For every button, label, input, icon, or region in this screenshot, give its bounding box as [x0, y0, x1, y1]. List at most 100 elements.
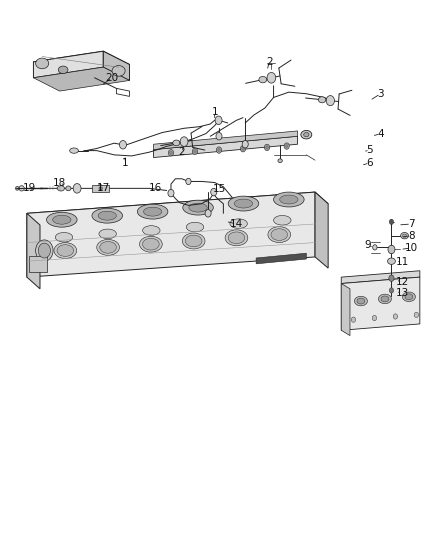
Circle shape	[168, 189, 174, 197]
Text: 8: 8	[408, 231, 414, 241]
Ellipse shape	[185, 235, 202, 247]
Polygon shape	[117, 88, 130, 96]
Circle shape	[242, 141, 248, 148]
Circle shape	[170, 151, 172, 155]
Polygon shape	[256, 253, 306, 264]
Circle shape	[372, 316, 377, 321]
Ellipse shape	[35, 58, 49, 69]
Text: 2: 2	[266, 57, 272, 67]
Ellipse shape	[55, 232, 73, 242]
Text: 17: 17	[97, 183, 110, 193]
Ellipse shape	[304, 133, 309, 137]
FancyBboxPatch shape	[92, 184, 109, 192]
Circle shape	[389, 275, 394, 281]
Ellipse shape	[66, 186, 71, 191]
Text: 19: 19	[22, 183, 36, 193]
Ellipse shape	[357, 298, 365, 304]
Ellipse shape	[271, 229, 288, 240]
Text: 10: 10	[405, 243, 418, 253]
Ellipse shape	[99, 187, 102, 190]
Polygon shape	[341, 284, 350, 336]
Ellipse shape	[225, 230, 248, 246]
Circle shape	[388, 245, 395, 254]
Ellipse shape	[143, 225, 160, 235]
Circle shape	[242, 147, 244, 150]
Ellipse shape	[58, 66, 68, 74]
Circle shape	[180, 137, 188, 147]
Text: 3: 3	[377, 88, 384, 99]
Circle shape	[393, 314, 398, 319]
Circle shape	[218, 149, 220, 152]
Polygon shape	[153, 131, 297, 150]
Ellipse shape	[112, 66, 125, 76]
Text: 7: 7	[408, 219, 414, 229]
Ellipse shape	[46, 212, 77, 227]
Text: 12: 12	[396, 278, 409, 287]
Circle shape	[265, 144, 270, 151]
Polygon shape	[27, 192, 328, 225]
Circle shape	[286, 144, 288, 148]
Ellipse shape	[401, 232, 409, 239]
Ellipse shape	[19, 185, 24, 191]
Ellipse shape	[228, 232, 245, 244]
Text: 20: 20	[106, 73, 119, 83]
Text: 9: 9	[364, 240, 371, 250]
Circle shape	[211, 188, 217, 196]
Text: 5: 5	[366, 144, 373, 155]
Ellipse shape	[140, 236, 162, 252]
Circle shape	[120, 141, 127, 149]
Ellipse shape	[268, 227, 290, 243]
Text: 11: 11	[396, 257, 409, 267]
Ellipse shape	[403, 292, 416, 302]
Ellipse shape	[354, 296, 367, 306]
Circle shape	[266, 146, 268, 149]
Ellipse shape	[373, 245, 377, 250]
Polygon shape	[315, 192, 328, 268]
Ellipse shape	[15, 187, 19, 190]
Text: 4: 4	[377, 128, 384, 139]
Ellipse shape	[38, 243, 50, 258]
Circle shape	[389, 288, 394, 293]
Circle shape	[215, 116, 222, 125]
Polygon shape	[153, 136, 297, 158]
Ellipse shape	[228, 196, 259, 211]
Ellipse shape	[53, 215, 71, 224]
Circle shape	[216, 133, 222, 140]
Ellipse shape	[144, 207, 162, 216]
Polygon shape	[103, 51, 130, 80]
Ellipse shape	[35, 240, 53, 261]
Ellipse shape	[70, 148, 78, 154]
Ellipse shape	[274, 215, 291, 225]
Ellipse shape	[186, 222, 204, 232]
Ellipse shape	[189, 203, 207, 212]
Ellipse shape	[381, 296, 389, 302]
Text: 14: 14	[230, 219, 243, 229]
Text: 1: 1	[122, 158, 128, 168]
Ellipse shape	[378, 294, 392, 304]
Text: 16: 16	[149, 183, 162, 193]
Circle shape	[168, 150, 173, 156]
Circle shape	[389, 219, 394, 224]
Ellipse shape	[259, 76, 267, 83]
Circle shape	[192, 148, 198, 155]
Polygon shape	[27, 213, 40, 289]
Ellipse shape	[182, 233, 205, 249]
Ellipse shape	[99, 229, 117, 239]
Circle shape	[326, 95, 335, 106]
FancyBboxPatch shape	[29, 256, 46, 272]
Ellipse shape	[92, 208, 123, 223]
Circle shape	[284, 143, 289, 149]
Text: 15: 15	[212, 184, 226, 195]
Ellipse shape	[57, 185, 64, 191]
Ellipse shape	[143, 238, 159, 250]
Ellipse shape	[98, 211, 117, 220]
Ellipse shape	[183, 200, 213, 215]
Text: 18: 18	[53, 177, 66, 188]
Ellipse shape	[278, 159, 283, 163]
Text: 6: 6	[366, 158, 373, 168]
Polygon shape	[341, 277, 420, 330]
Circle shape	[351, 317, 356, 322]
Ellipse shape	[100, 241, 117, 253]
Polygon shape	[33, 51, 103, 78]
Circle shape	[194, 150, 196, 153]
